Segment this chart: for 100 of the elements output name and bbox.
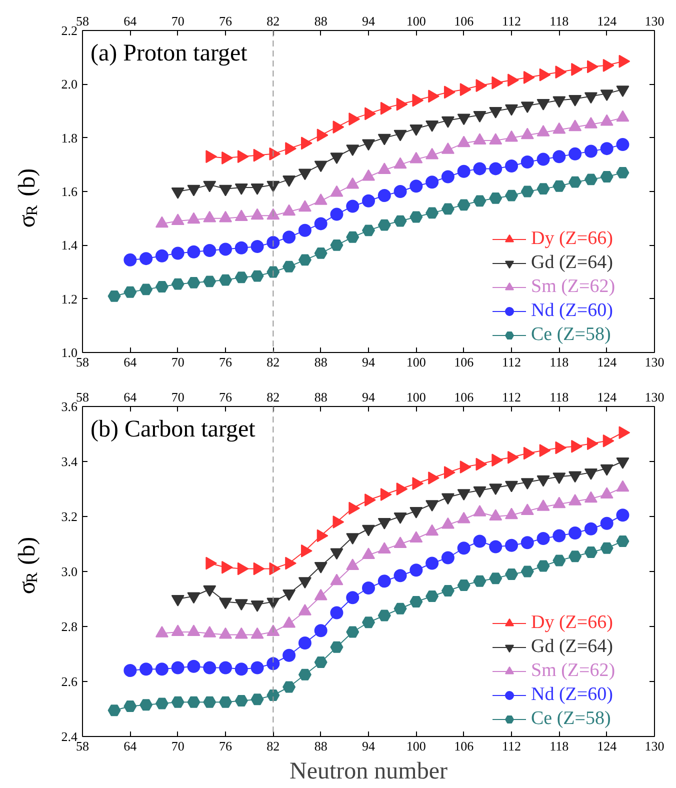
x2-tick-label: 70: [171, 354, 184, 370]
point: [124, 253, 137, 266]
x2-tick-label: 70: [171, 738, 184, 754]
y-axis-title: σR (b): [14, 536, 41, 594]
x-tick-label: 130: [644, 14, 664, 28]
point: [600, 516, 614, 530]
point: [441, 203, 454, 215]
point: [219, 274, 232, 286]
x-tick-label: 82: [266, 14, 280, 28]
point: [171, 661, 184, 674]
point: [171, 278, 184, 290]
point: [568, 147, 582, 160]
point: [314, 656, 328, 668]
x-tick-label: 88: [314, 14, 328, 28]
point: [187, 245, 200, 258]
point: [568, 176, 582, 188]
x-tick-label: 94: [362, 14, 376, 28]
x2-tick-label: 118: [550, 354, 569, 370]
point: [300, 544, 312, 558]
point: [586, 437, 598, 450]
x-tick-label: 76: [219, 390, 232, 404]
y-tick-label: 2.4: [61, 729, 78, 744]
point: [616, 167, 630, 178]
x2-tick-label: 118: [550, 738, 569, 754]
point: [394, 602, 407, 614]
point: [473, 534, 486, 548]
point: [330, 606, 344, 620]
point: [489, 162, 502, 176]
y-tick-label: 1.0: [61, 345, 78, 360]
point: [378, 610, 391, 622]
x-tick-label: 100: [406, 14, 426, 28]
point: [266, 236, 280, 249]
point: [505, 190, 518, 202]
x2-tick-label: 82: [266, 738, 280, 754]
point: [473, 575, 486, 587]
point: [250, 661, 264, 674]
x-tick-label: 124: [597, 14, 618, 28]
point: [536, 152, 550, 166]
point: [489, 192, 502, 204]
legend-label: Gd (Z=64): [531, 252, 613, 274]
x-tick-label: 118: [550, 390, 569, 404]
x2-tick-label: 124: [597, 738, 618, 754]
y-tick-label: 2.8: [61, 619, 78, 634]
point: [426, 556, 439, 570]
point: [441, 170, 454, 184]
point: [187, 660, 200, 673]
point: [250, 240, 264, 253]
point: [314, 248, 328, 259]
point: [410, 564, 423, 577]
point: [394, 569, 407, 582]
point: [234, 695, 248, 706]
y-tick-label: 1.6: [61, 184, 78, 199]
point: [616, 508, 630, 522]
x-tick-label: 106: [454, 390, 474, 404]
point: [187, 696, 200, 708]
point: [441, 585, 454, 596]
point: [300, 136, 312, 150]
x-tick-label: 100: [406, 390, 426, 404]
legend-label: Gd (Z=64): [531, 636, 613, 658]
point: [346, 231, 360, 243]
chart-title: (b) Carbon target: [90, 416, 256, 442]
point: [552, 554, 566, 566]
x-tick-label: 70: [171, 14, 184, 28]
x2-tick-label: 94: [362, 738, 376, 754]
y-tick-label: 3.6: [61, 399, 78, 414]
y-tick-label: 2.2: [61, 23, 78, 38]
point: [536, 98, 550, 110]
point: [410, 180, 423, 193]
point: [219, 242, 232, 256]
x2-tick-label: 76: [219, 354, 232, 370]
point: [584, 174, 598, 186]
x2-tick-label: 76: [219, 738, 232, 754]
legend-label: Nd (Z=60): [531, 684, 613, 706]
point: [457, 542, 470, 555]
x-tick-label: 58: [76, 390, 89, 404]
legend-label: Sm (Z=62): [531, 660, 616, 682]
point: [536, 560, 550, 572]
x2-tick-label: 112: [502, 738, 522, 754]
x2-tick-label: 94: [362, 354, 376, 370]
point: [444, 466, 456, 479]
x-tick-label: 64: [124, 390, 138, 404]
x2-tick-label: 64: [124, 354, 138, 370]
y-tick-label: 1.2: [61, 291, 78, 306]
point: [298, 636, 312, 650]
point: [155, 662, 168, 676]
point: [600, 171, 614, 182]
point: [410, 211, 423, 223]
point: [536, 532, 550, 545]
point: [552, 529, 566, 542]
point: [171, 246, 184, 260]
x2-tick-label: 82: [266, 354, 280, 370]
x-tick-label: 58: [76, 14, 89, 28]
y-tick-label: 3.2: [61, 509, 78, 524]
point: [155, 698, 168, 710]
point: [203, 244, 216, 258]
point: [314, 217, 328, 230]
x-tick-label: 124: [597, 390, 618, 404]
point: [410, 596, 423, 608]
point: [187, 277, 200, 288]
point: [171, 696, 184, 708]
